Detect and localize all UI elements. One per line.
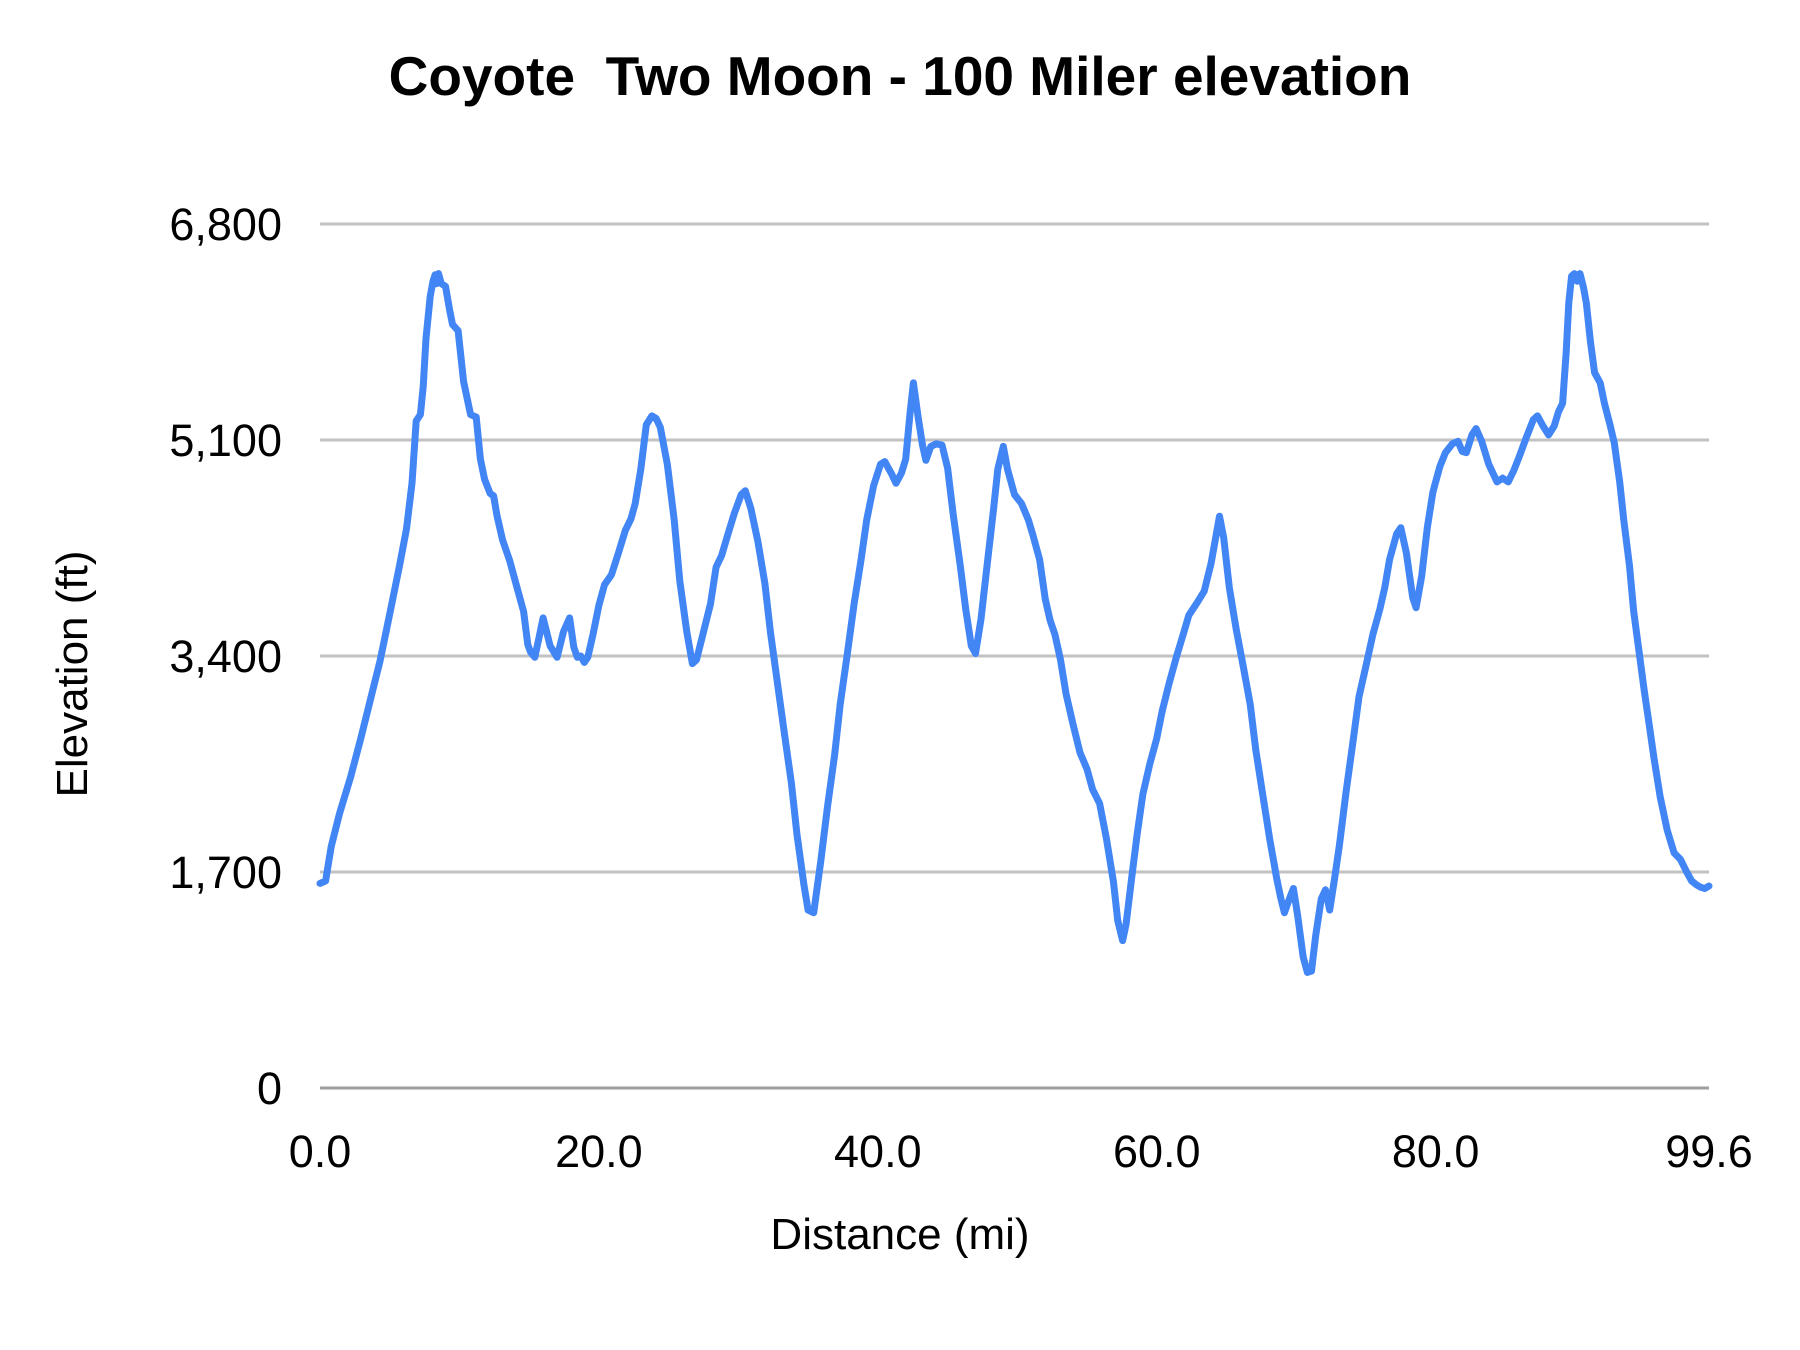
x-tick-label: 99.6 (1665, 1126, 1753, 1177)
y-tick-label: 1,700 (169, 847, 282, 898)
x-tick-label: 60.0 (1113, 1126, 1201, 1177)
x-axis-title: Distance (mi) (770, 1210, 1030, 1259)
x-tick-label: 40.0 (834, 1126, 922, 1177)
elevation-line (316, 270, 1713, 976)
x-tick-label: 0.0 (289, 1126, 352, 1177)
y-tick-label: 6,800 (169, 199, 282, 250)
x-tick-label: 80.0 (1392, 1126, 1480, 1177)
x-tick-label: 20.0 (555, 1126, 643, 1177)
y-tick-label: 5,100 (169, 415, 282, 466)
y-tick-label: 3,400 (169, 631, 282, 682)
y-tick-label: 0 (257, 1063, 282, 1114)
chart-title: Coyote Two Moon - 100 Miler elevation (388, 45, 1412, 107)
